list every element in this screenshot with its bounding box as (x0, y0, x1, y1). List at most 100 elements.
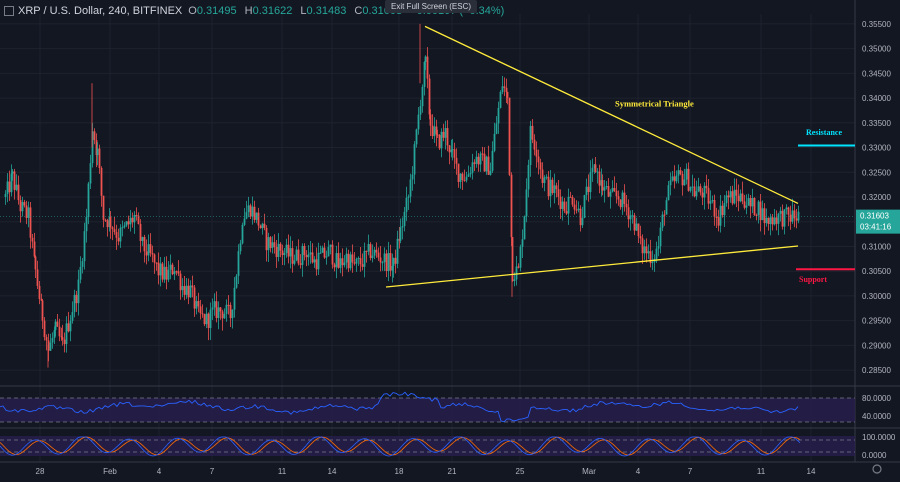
candle-body (285, 244, 288, 253)
candle-body (63, 339, 66, 345)
candle-body (396, 238, 399, 264)
candle-body (727, 195, 730, 198)
candle-body (515, 266, 518, 280)
candle-body (731, 191, 734, 204)
candle-body (633, 215, 636, 231)
candle-body (398, 238, 401, 241)
candle-body (117, 237, 120, 242)
stoch-tick-label: 100.0000 (862, 433, 896, 442)
candle-body (377, 252, 380, 258)
candle-body (625, 203, 628, 208)
time-tick-label: 11 (278, 467, 287, 476)
candle-body (671, 176, 674, 181)
candle-body (419, 106, 422, 115)
candle-body (321, 247, 324, 253)
candle-body (617, 196, 620, 200)
candle-body (697, 186, 700, 192)
symbol-title[interactable]: XRP / U.S. Dollar, 240, BITFINEX (18, 5, 183, 17)
triangle-label: Symmetrical Triangle (615, 98, 694, 108)
candle-body (621, 192, 624, 208)
candle-body (793, 210, 796, 219)
candle-body (575, 209, 578, 211)
candle-body (41, 300, 44, 321)
candle-body (213, 301, 216, 308)
candle-body (683, 179, 686, 186)
candle-body (207, 313, 210, 328)
candle-body (635, 223, 638, 231)
candle-body (417, 114, 420, 130)
candle-body (745, 205, 748, 208)
candle-body (281, 250, 284, 256)
time-tick-label: Mar (582, 467, 596, 476)
candle-body (779, 210, 782, 214)
high-key: H (244, 5, 253, 17)
candle-body (619, 199, 622, 208)
candle-body (341, 258, 344, 266)
candle-body (47, 340, 50, 351)
exit-fullscreen-tooltip[interactable]: Exit Full Screen (ESC) (385, 0, 478, 13)
candle-body (141, 237, 144, 241)
candle-body (49, 342, 52, 351)
candle-body (113, 229, 116, 233)
candle-body (327, 246, 330, 257)
candle-body (567, 196, 570, 214)
candle-body (685, 168, 688, 180)
candle-body (743, 201, 746, 208)
rsi-tick-label: 80.0000 (862, 394, 891, 403)
candle-body (483, 153, 486, 172)
candle-body (603, 187, 606, 191)
candle-body (81, 261, 84, 267)
candle-body (433, 126, 436, 137)
candle-body (601, 180, 604, 191)
candle-body (641, 238, 644, 254)
candle-body (323, 247, 326, 258)
open-value: 0.31495 (196, 5, 237, 17)
expand-icon[interactable] (4, 6, 14, 16)
candle-body (159, 263, 162, 276)
candle-body (219, 307, 222, 312)
price-tick-label: 0.34000 (862, 94, 891, 103)
candle-body (319, 252, 322, 254)
candle-body (645, 246, 648, 254)
candle-body (131, 217, 134, 223)
candle-body (137, 215, 140, 224)
candle-body (533, 139, 536, 150)
candle-body (446, 128, 449, 146)
candle-body (217, 307, 220, 319)
candle-body (455, 157, 458, 164)
candle-body (10, 173, 13, 193)
candle-body (60, 336, 63, 338)
candle-body (527, 165, 530, 190)
candle-body (6, 181, 9, 194)
candle-body (45, 337, 48, 341)
candle-body (15, 184, 18, 190)
candle-body (269, 237, 272, 248)
candle-body (667, 185, 670, 201)
candle-body (307, 254, 310, 258)
candle-body (43, 320, 46, 338)
candle-body (563, 201, 566, 212)
candle-body (442, 131, 445, 138)
candle-body (651, 262, 654, 264)
candle-body (61, 337, 64, 340)
candle-body (245, 212, 248, 219)
candle-body (77, 279, 80, 304)
candle-body (709, 201, 712, 204)
candle-body (508, 97, 511, 175)
candle-body (594, 164, 597, 172)
time-tick-label: 7 (688, 467, 693, 476)
candle-body (797, 211, 800, 221)
candle-body (265, 227, 268, 251)
stoch-tick-label: 0.0000 (862, 451, 887, 460)
resistance-label: Resistance (806, 128, 842, 137)
candle-body (33, 241, 36, 257)
candle-body (725, 195, 728, 204)
candle-body (13, 171, 16, 190)
candle-body (787, 207, 790, 215)
candle-body (139, 223, 142, 241)
candle-body (495, 123, 498, 134)
candle-body (600, 180, 603, 186)
candle-body (775, 217, 778, 224)
candle-body (555, 185, 558, 190)
